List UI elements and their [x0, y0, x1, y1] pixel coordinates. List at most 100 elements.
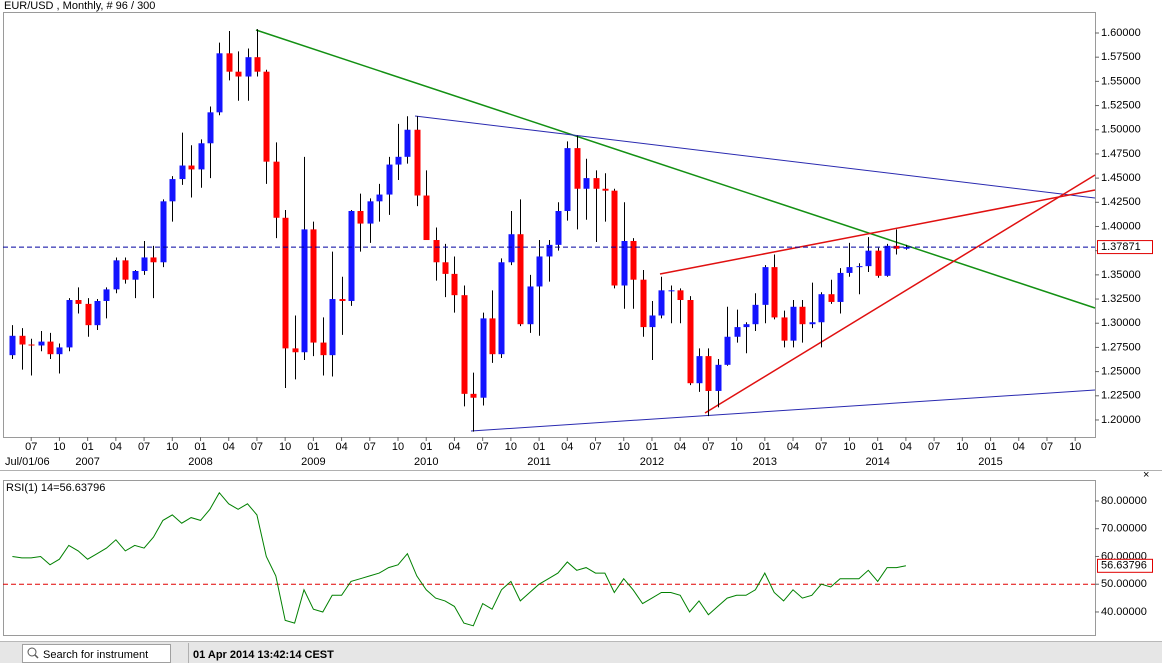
candle-body — [640, 279, 647, 328]
candle-body — [724, 336, 731, 365]
x-tick-label: 10 — [279, 441, 291, 453]
candle-body — [828, 294, 835, 302]
x-year-label: 2013 — [753, 456, 777, 468]
x-tick-label: 07 — [138, 441, 150, 453]
candle-body — [781, 317, 788, 341]
x-tick-label: 04 — [787, 441, 799, 453]
x-tick-label: 04 — [110, 441, 122, 453]
y-tick-label: 70.00000 — [1101, 523, 1147, 535]
candle-body — [865, 250, 872, 267]
x-tick-label: 10 — [843, 441, 855, 453]
x-tick-label: 01 — [194, 441, 206, 453]
y-tick-label: 1.55000 — [1101, 75, 1141, 87]
candle-body — [480, 318, 487, 398]
y-tick-label: 1.57500 — [1101, 51, 1141, 63]
candle-body — [386, 164, 393, 195]
x-tick-label: 01 — [759, 441, 771, 453]
x-year-label: 2012 — [640, 456, 664, 468]
candle-body — [263, 71, 270, 162]
candle-body — [771, 267, 778, 318]
candle-body — [301, 229, 308, 353]
x-tick-label: 10 — [166, 441, 178, 453]
candle-body — [489, 318, 496, 355]
x-tick-label: 07 — [702, 441, 714, 453]
x-tick-label: 01 — [307, 441, 319, 453]
x-tick-label: 07 — [364, 441, 376, 453]
candle-body — [188, 165, 195, 170]
candle-body — [273, 161, 280, 218]
x-tick-label: 01 — [872, 441, 884, 453]
candle-body — [433, 240, 440, 263]
candle-body — [395, 156, 402, 165]
candle-body — [621, 240, 628, 286]
candle-body — [414, 129, 421, 196]
y-tick-label: 1.32500 — [1101, 293, 1141, 305]
candle-body — [790, 306, 797, 341]
candle-body — [574, 148, 581, 189]
candle-body — [564, 148, 571, 212]
candle-body — [470, 393, 477, 398]
x-tick-label: 10 — [53, 441, 65, 453]
candle-body — [28, 344, 35, 346]
candle-body — [329, 299, 336, 356]
candle-body — [498, 262, 505, 355]
candle-body — [254, 57, 261, 72]
y-tick-label: 1.60000 — [1101, 27, 1141, 39]
close-panel-icon[interactable]: × — [1143, 469, 1149, 481]
trend-line — [659, 189, 1096, 275]
candle-body — [630, 240, 637, 280]
candle-body — [9, 335, 16, 356]
candle-body — [752, 304, 759, 325]
candle-body — [235, 71, 242, 77]
rsi-title: RSI(1) 14=56.63796 — [6, 482, 105, 494]
y-tick-label: 1.47500 — [1101, 148, 1141, 160]
candle-body — [846, 267, 853, 273]
datetime: 01 Apr 2014 13:42:14 CEST — [193, 649, 334, 661]
candle-body — [103, 289, 110, 301]
candle-body — [649, 315, 656, 328]
y-tick-label: 1.20000 — [1101, 414, 1141, 426]
candle-body — [809, 322, 816, 325]
candle-body — [207, 112, 214, 144]
x-tick-label: 01 — [646, 441, 658, 453]
x-tick-label: 10 — [1069, 441, 1081, 453]
x-tick-label: 04 — [561, 441, 573, 453]
x-tick-label: 10 — [392, 441, 404, 453]
x-tick-label: 01 — [420, 441, 432, 453]
candle-body — [160, 201, 167, 263]
candle-body — [508, 234, 515, 263]
candle-body — [875, 250, 882, 276]
trend-line — [470, 389, 1096, 432]
last-price-label: 1.37871 — [1101, 241, 1141, 253]
x-tick-label: 01 — [533, 441, 545, 453]
x-tick-label: 10 — [956, 441, 968, 453]
candle-body — [837, 272, 844, 302]
candle-body — [245, 57, 252, 77]
trend-line — [255, 29, 1096, 309]
candle-body — [339, 299, 346, 301]
candle-body — [47, 341, 54, 355]
candle-body — [310, 229, 317, 343]
candle-body — [762, 267, 769, 305]
candle-body — [893, 245, 900, 249]
search-placeholder[interactable]: Search for instrument — [43, 649, 148, 661]
x-tick-label: 07 — [1041, 441, 1053, 453]
candle-body — [818, 294, 825, 323]
candle-body — [696, 356, 703, 384]
candle-body — [94, 300, 101, 326]
search-icon-handle — [34, 654, 39, 659]
y-tick-label: 1.42500 — [1101, 196, 1141, 208]
x-tick-label: 04 — [335, 441, 347, 453]
candle-body — [715, 364, 722, 391]
candle-body — [884, 245, 891, 276]
x-tick-label: 07 — [589, 441, 601, 453]
candle-body — [216, 53, 223, 113]
candle-body — [122, 260, 129, 280]
x-tick-label: 04 — [900, 441, 912, 453]
price-panel-frame — [3, 12, 1096, 438]
x-year-label: 2008 — [188, 456, 212, 468]
candle-body — [903, 247, 910, 249]
x-tick-label: 01 — [984, 441, 996, 453]
x-year-label: 2009 — [301, 456, 325, 468]
